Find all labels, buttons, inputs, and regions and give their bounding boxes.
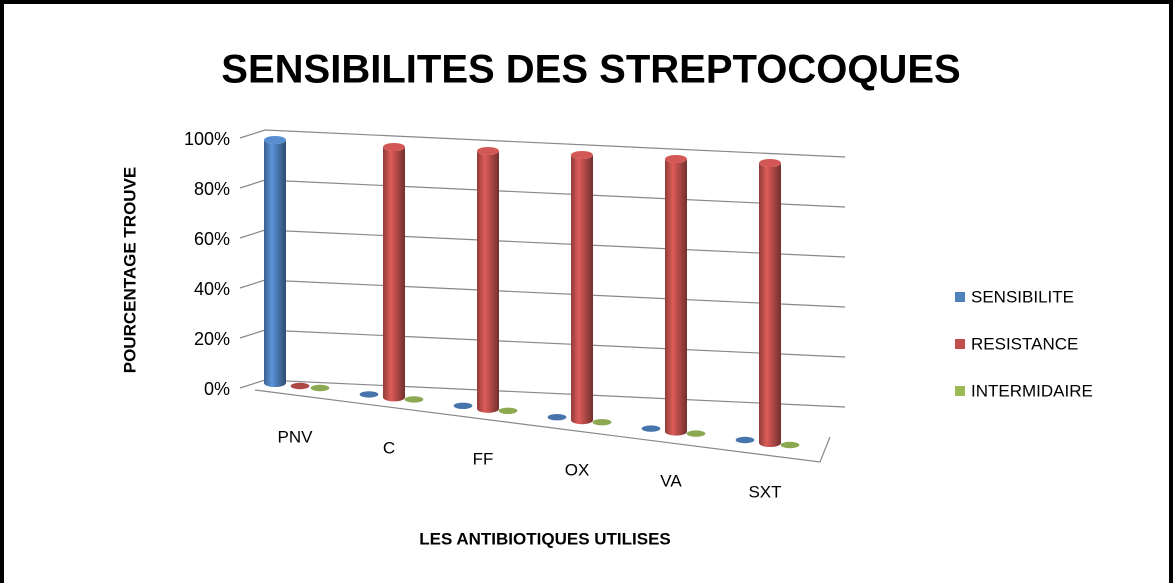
y-tick-label: 0% — [204, 379, 230, 399]
bar — [665, 159, 687, 436]
bar-top — [477, 147, 499, 155]
bar — [404, 396, 424, 403]
bar-top — [264, 136, 286, 144]
y-tick-label: 100% — [184, 129, 230, 149]
bar — [686, 430, 706, 437]
bar — [453, 402, 473, 409]
x-tick-label: VA — [660, 471, 682, 490]
bar-top — [383, 143, 405, 151]
y-tick-label: 40% — [194, 279, 230, 299]
legend-label: INTERMIDAIRE — [971, 381, 1093, 400]
x-tick-label: FF — [473, 449, 494, 468]
x-tick-label: OX — [565, 460, 590, 479]
y-tick-label: 60% — [194, 229, 230, 249]
legend-swatch — [955, 386, 965, 396]
chart-title: SENSIBILITES DES STREPTOCOQUES — [221, 48, 960, 92]
legend-label: RESISTANCE — [971, 334, 1078, 353]
x-axis-title: LES ANTIBIOTIQUES UTILISES — [419, 529, 671, 548]
bar-top — [759, 159, 781, 167]
y-tick-label: 80% — [194, 179, 230, 199]
bar — [290, 382, 310, 390]
bar — [547, 414, 567, 421]
bar — [735, 436, 755, 444]
bar — [592, 419, 612, 426]
bar — [759, 163, 781, 447]
floor-edge — [254, 389, 831, 463]
bar — [498, 407, 518, 414]
bar — [359, 391, 379, 398]
x-tick-label: SXT — [748, 482, 781, 501]
grid-line — [239, 129, 846, 158]
legend-swatch — [955, 339, 965, 349]
bar — [477, 151, 499, 413]
bar-top — [665, 155, 687, 163]
y-tick-label: 20% — [194, 329, 230, 349]
x-tick-label: PNV — [278, 427, 314, 446]
x-tick-label: C — [383, 438, 395, 457]
bar — [780, 441, 800, 449]
bar-top — [571, 151, 593, 159]
bar — [571, 155, 593, 425]
legend-label: SENSIBILITE — [971, 287, 1074, 306]
y-axis-title: POURCENTAGE TROUVE — [120, 167, 139, 374]
bar — [641, 425, 661, 432]
legend-swatch — [955, 292, 965, 302]
bar — [310, 384, 330, 392]
bar — [264, 140, 286, 387]
bar — [383, 147, 405, 402]
